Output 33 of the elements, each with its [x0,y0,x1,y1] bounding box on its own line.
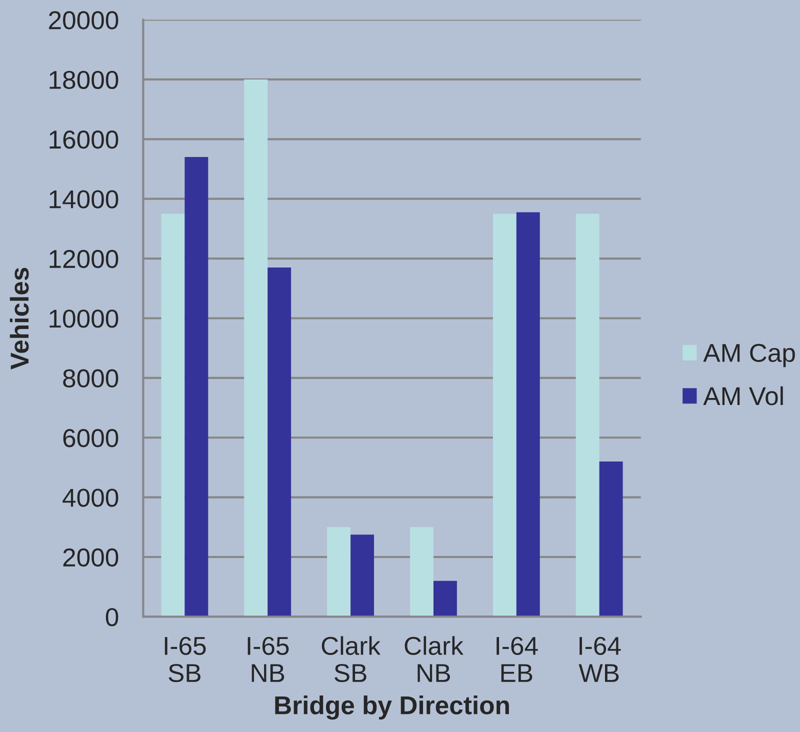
y-tick-label: 4000 [62,488,118,507]
bar [516,212,540,617]
bar [327,527,351,617]
y-tick-label: 6000 [63,428,118,448]
x-tick-label: Clark SB [322,636,381,682]
bar [576,214,600,617]
legend-label: AM Vol [703,386,783,406]
x-tick-label: I-65 SB [164,636,206,682]
legend-label: AM Cap [703,344,795,368]
bar [268,267,292,617]
y-axis-title: Vehicles [10,268,29,370]
y-tick-label: 2000 [63,548,118,567]
y-tick-label: 10000 [50,310,118,328]
x-tick-label: Clark NB [404,636,464,682]
x-tick-label: I-64 WB [578,636,621,682]
bar [350,534,374,617]
x-axis-title: Bridge by Direction [275,696,509,720]
bar [433,580,457,617]
bar [599,462,623,617]
bar [492,214,516,617]
bar [410,527,434,617]
bar [244,79,268,617]
y-tick-label: 20000 [49,11,118,30]
y-tick-label: 12000 [50,250,118,268]
y-tick-label: 18000 [50,70,118,90]
y-tick-label: 8000 [63,369,118,388]
x-tick-label: I-64 EB [496,636,538,682]
y-tick-label: 0 [106,608,118,626]
y-tick-label: 14000 [50,190,118,208]
x-tick-label: I-65 NB [248,636,289,682]
y-tick-label: 16000 [50,130,118,149]
bar [161,214,185,617]
bar [184,157,208,617]
